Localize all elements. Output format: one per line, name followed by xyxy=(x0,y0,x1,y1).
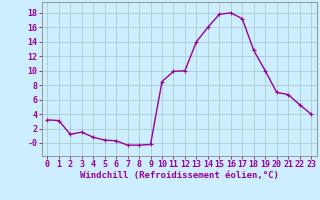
X-axis label: Windchill (Refroidissement éolien,°C): Windchill (Refroidissement éolien,°C) xyxy=(80,171,279,180)
